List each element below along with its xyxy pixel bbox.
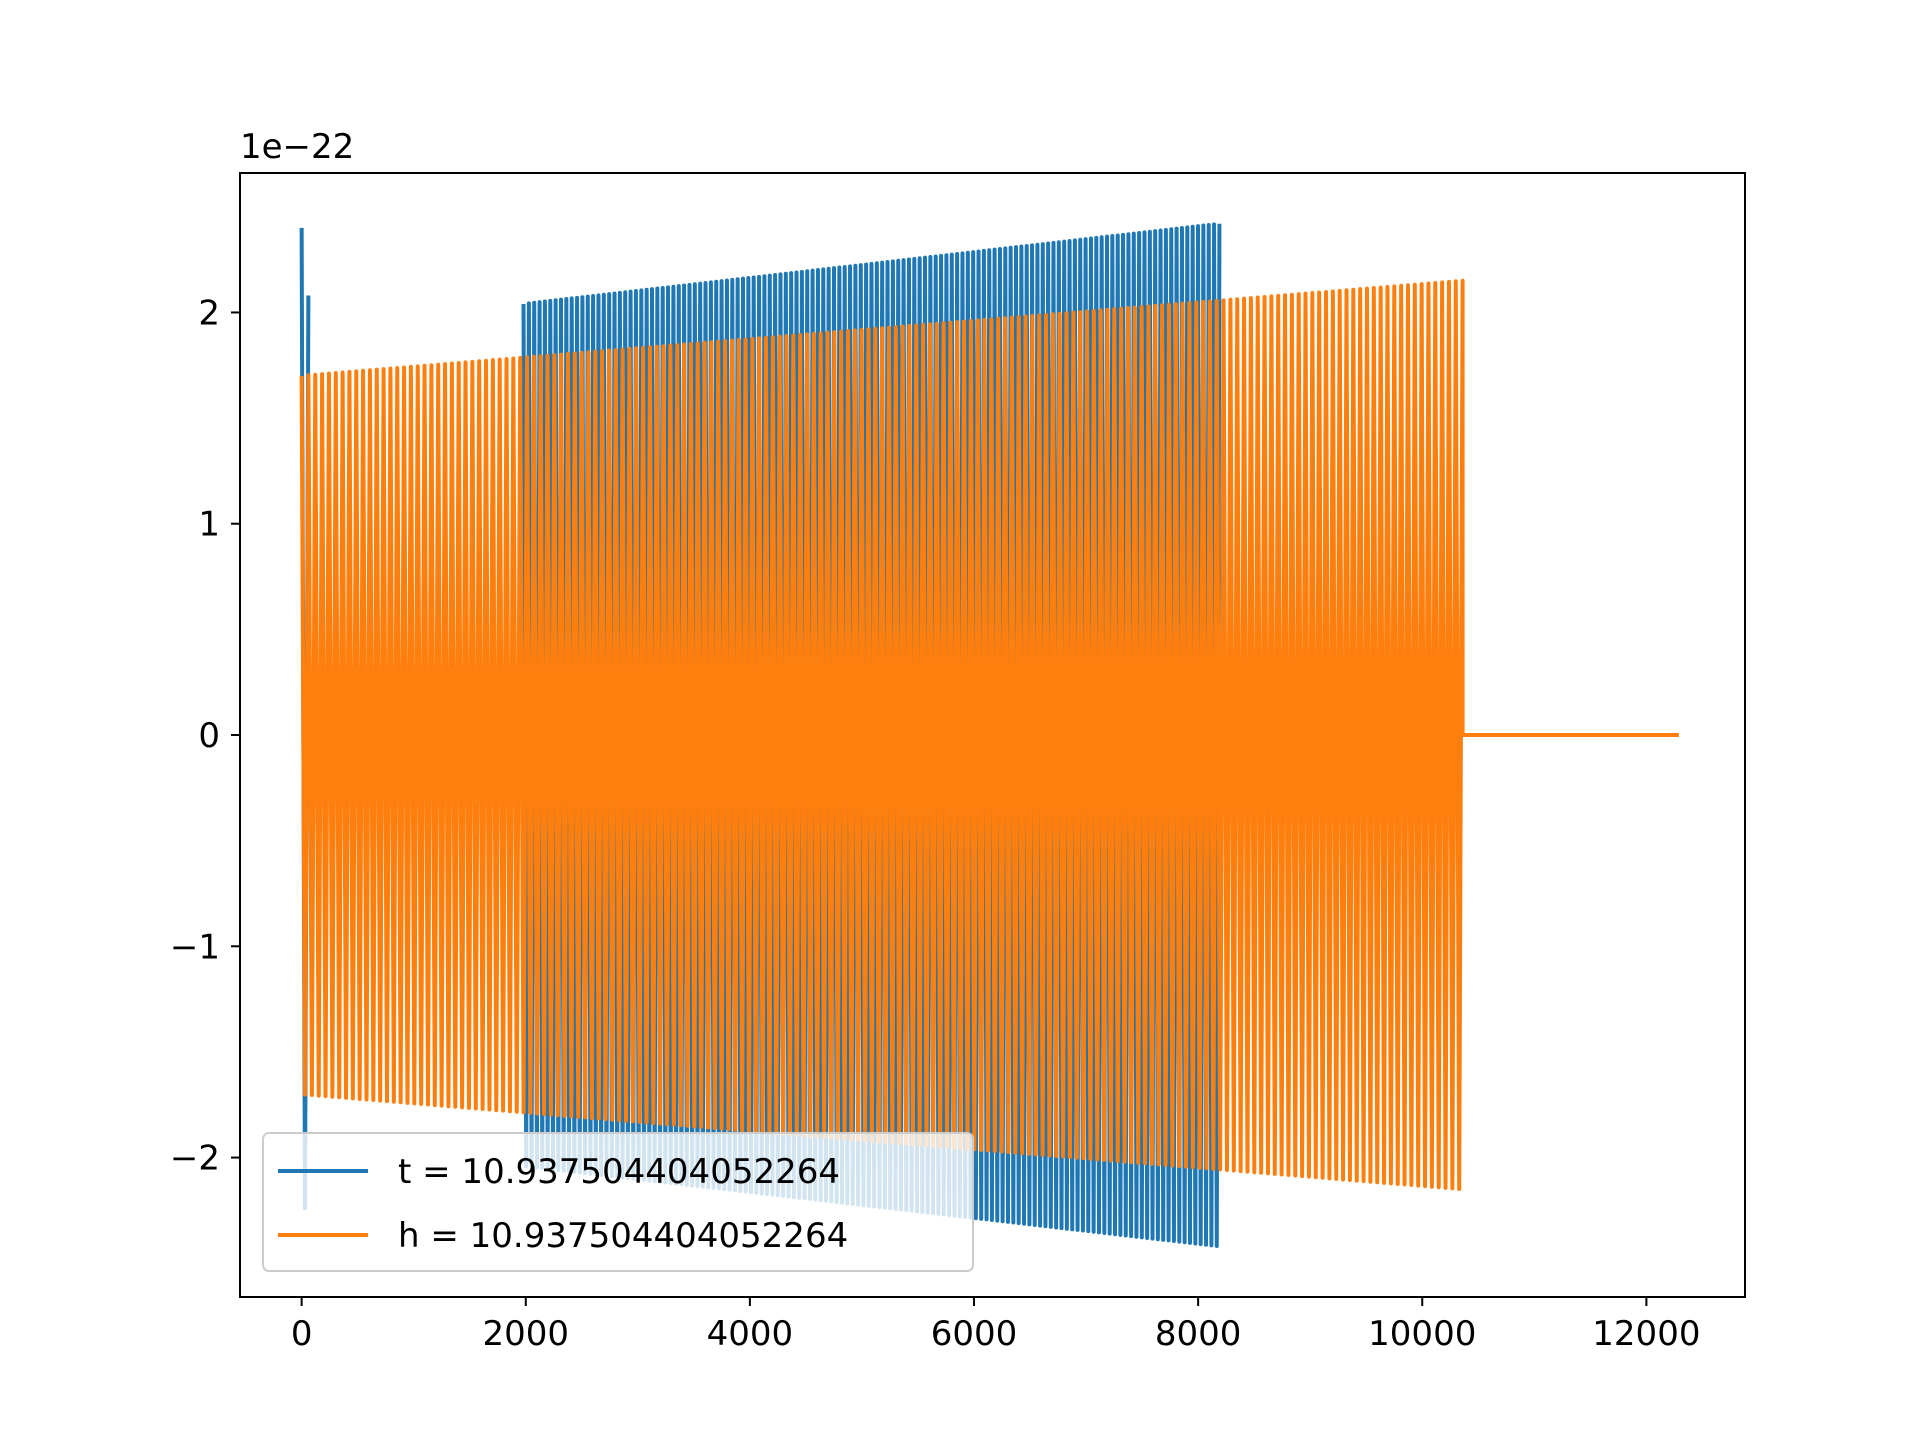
x-tick-label: 6000	[931, 1314, 1018, 1354]
legend: t = 10.937504404052264 h = 10.9375044040…	[262, 1132, 974, 1272]
legend-label-h: h = 10.937504404052264	[398, 1216, 848, 1256]
x-tick-label: 4000	[707, 1314, 794, 1354]
y-axis: −2 −1 0 1 2	[170, 293, 240, 1179]
y-tick-label: −2	[170, 1139, 220, 1179]
y-axis-offset-label: 1e−22	[240, 127, 354, 167]
x-axis: 0 2000 4000 6000 8000 10000 12000	[291, 1297, 1700, 1354]
legend-label-t: t = 10.937504404052264	[398, 1152, 840, 1192]
x-tick-label: 10000	[1368, 1314, 1476, 1354]
y-tick-label: 1	[198, 505, 220, 545]
x-tick-label: 0	[291, 1314, 313, 1354]
y-tick-label: 0	[198, 716, 220, 756]
x-tick-label: 8000	[1155, 1314, 1242, 1354]
legend-box	[262, 1132, 974, 1272]
y-tick-label: −1	[170, 927, 220, 967]
y-tick-label: 2	[198, 293, 220, 333]
x-tick-label: 2000	[482, 1314, 569, 1354]
x-tick-label: 12000	[1592, 1314, 1700, 1354]
